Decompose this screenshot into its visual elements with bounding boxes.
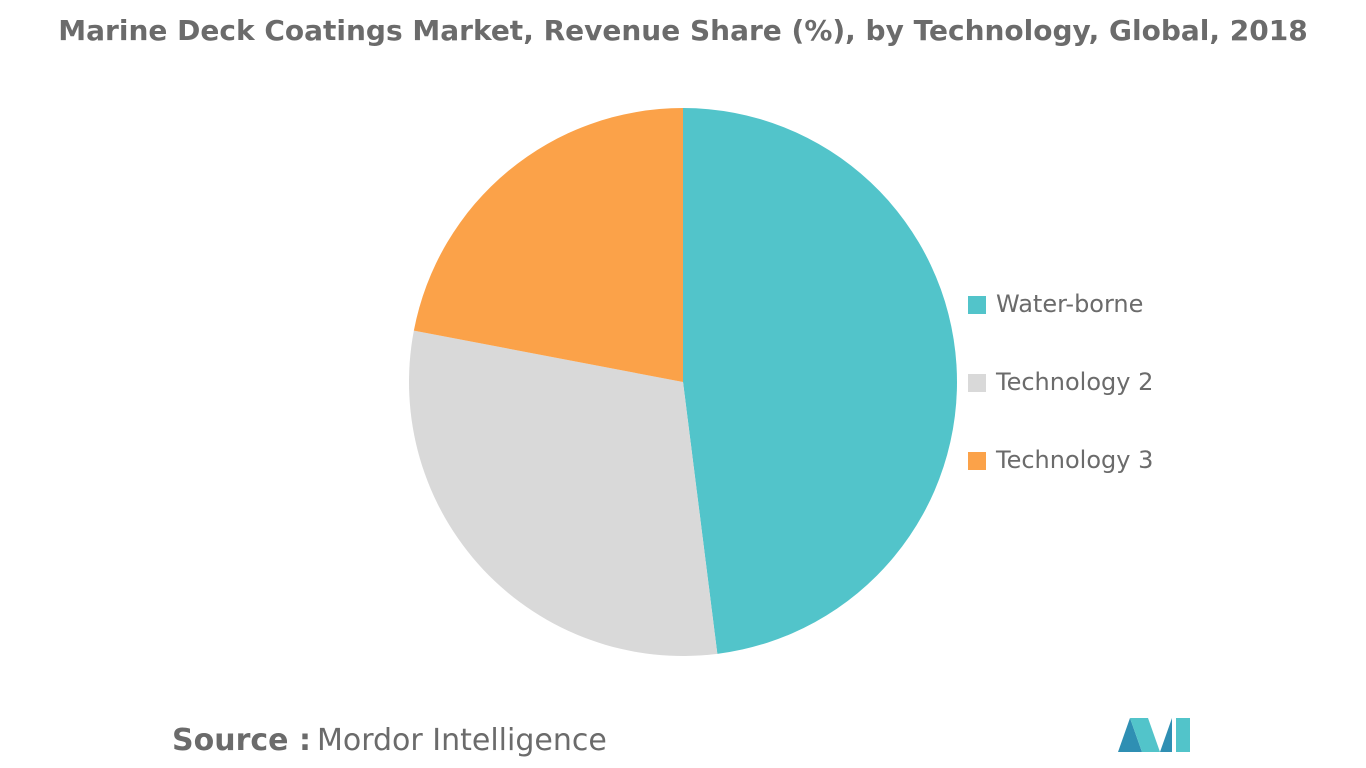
- legend-label: Technology 3: [995, 446, 1153, 474]
- legend: Water-borne Technology 2 Technology 3: [968, 290, 1153, 474]
- logo: [1118, 718, 1190, 752]
- legend-label: Water-borne: [996, 290, 1143, 318]
- pie: [409, 108, 958, 656]
- legend-swatch: [968, 374, 986, 392]
- pie-slice: [409, 330, 718, 656]
- pie-slice: [413, 108, 683, 382]
- legend-label: Technology 2: [995, 368, 1153, 396]
- chart-title: Marine Deck Coatings Market, Revenue Sha…: [58, 14, 1307, 47]
- pie-slice: [683, 108, 958, 654]
- legend-swatch: [968, 452, 986, 470]
- source-name: Mordor Intelligence: [317, 723, 607, 758]
- source: Source : Mordor Intelligence: [172, 723, 607, 758]
- source-label: Source :: [172, 723, 311, 758]
- legend-swatch: [968, 296, 986, 314]
